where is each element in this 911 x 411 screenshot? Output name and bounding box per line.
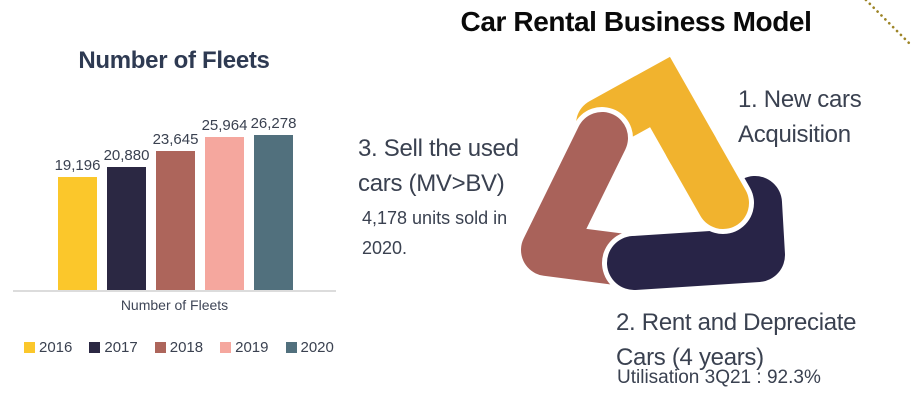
x-axis-line [13, 290, 336, 292]
step3-sub-line1: 4,178 units sold in [362, 208, 508, 228]
step2-line2: Cars (4 years) [616, 344, 764, 371]
chart-legend: 2016 2017 2018 2019 2020 [24, 339, 334, 356]
legend-item-2016: 2016 [24, 339, 72, 356]
legend-swatch-icon [285, 342, 297, 353]
legend-swatch-icon [89, 342, 101, 353]
dotted-line-decoration [864, 0, 911, 47]
bar-value-label: 25,964 [201, 117, 248, 134]
bar-value-label: 20,880 [103, 147, 150, 164]
step1-line2: Acquisition [738, 121, 851, 148]
legend-label: 2017 [104, 339, 138, 356]
legend-swatch-icon [220, 342, 232, 353]
legend-item-2017: 2017 [89, 339, 138, 356]
bar-2019: 25,964 [202, 117, 247, 290]
bar-rect-2017 [107, 167, 146, 290]
bar-rect-2018 [156, 151, 195, 290]
bar-value-label: 26,278 [250, 115, 297, 132]
triangle-arm-top-end [664, 119, 749, 229]
bar-rect-2016 [58, 177, 97, 290]
legend-label: 2019 [235, 339, 269, 356]
step3-label: 3. Sell the used cars (MV>BV) [358, 131, 519, 201]
legend-label: 2016 [39, 339, 73, 356]
bar-rect-2020 [254, 135, 293, 290]
step2-line1: 2. Rent and Depreciate [616, 309, 857, 336]
step2-subtext: Utilisation 3Q21 : 92.3% [617, 367, 821, 388]
step3-line2: cars (MV>BV) [358, 170, 505, 197]
bar-rect-2019 [205, 137, 244, 290]
cycle-triangle-diagram [516, 50, 790, 295]
step1-label: 1. New cars Acquisition [738, 82, 862, 152]
dotted-line [864, 0, 911, 47]
step3-line1: 3. Sell the used [358, 135, 519, 162]
bar-value-label: 23,645 [152, 131, 199, 148]
bar-2018: 23,645 [153, 131, 198, 290]
step2-label: 2. Rent and Depreciate Cars (4 years) [616, 305, 857, 375]
legend-label: 2018 [169, 339, 204, 356]
legend-item-2019: 2019 [220, 339, 269, 356]
legend-swatch-icon [24, 342, 35, 353]
legend-label: 2020 [300, 339, 334, 356]
bar-chart: 19,196 20,880 23,645 25,964 26,278 [55, 115, 296, 290]
step1-line1: 1. New cars [738, 86, 862, 113]
page-title: Car Rental Business Model [460, 6, 812, 37]
bar-2017: 20,880 [104, 147, 149, 290]
triangle-arm-bottom [607, 176, 785, 290]
legend-item-2018: 2018 [154, 339, 204, 356]
x-axis-label: Number of Fleets [120, 297, 229, 313]
step3-sub-line2: 2020. [362, 238, 408, 258]
step3-subtext: 4,178 units sold in 2020. [362, 203, 507, 263]
chart-title: Number of Fleets [78, 47, 270, 74]
legend-item-2020: 2020 [285, 339, 334, 356]
bar-2016: 19,196 [55, 157, 100, 290]
bar-2020: 26,278 [251, 115, 296, 290]
legend-swatch-icon [154, 342, 166, 353]
bar-value-label: 19,196 [54, 157, 101, 174]
